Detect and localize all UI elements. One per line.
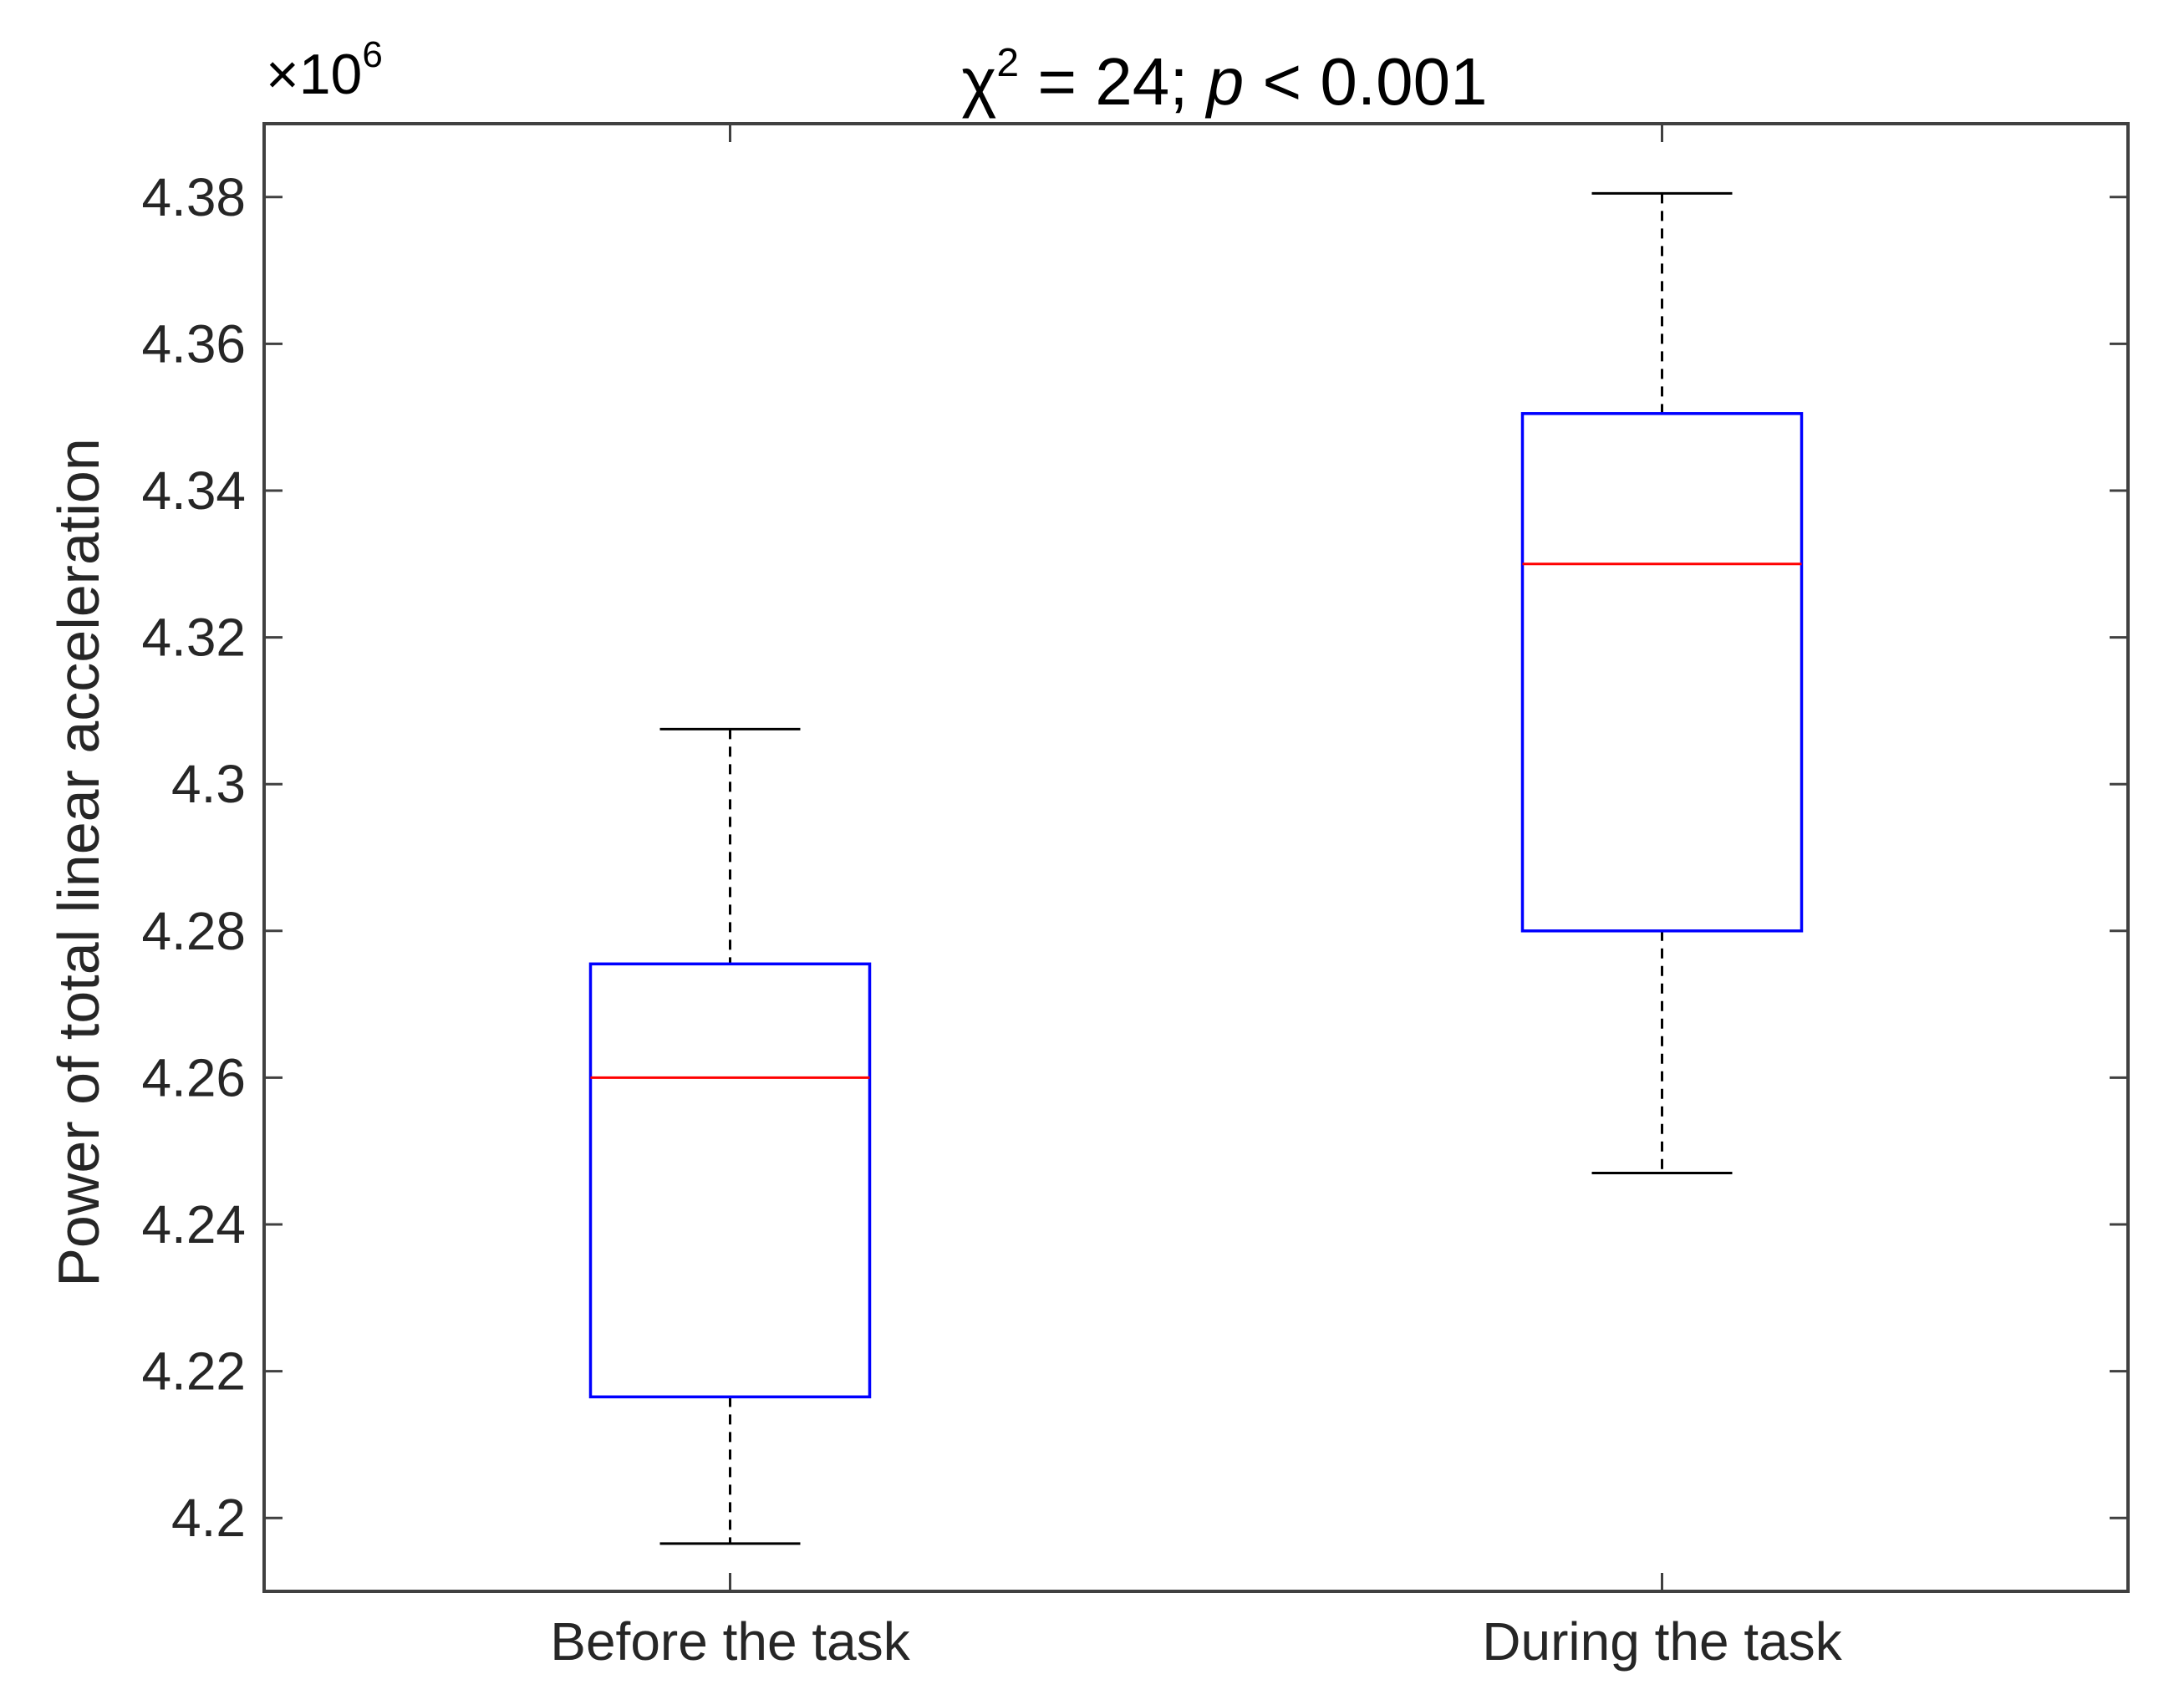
box-rect [588,962,872,1399]
chart-title: χ2 = 24; p < 0.001 [961,41,1487,119]
y-tick-label: 4.34 [141,461,246,521]
title-chi-exponent: 2 [996,41,1019,85]
y-ticks-group: 4.2 4.22 4.24 4.26 4.28 4.3 4.32 4.34 4.36 4.38 [141,167,2128,1548]
y-tick-label: 4.28 [141,901,246,961]
title-equals-text: = 24; [1019,44,1207,119]
title-chi-symbol: χ [961,44,996,119]
x-tick-label: Before the task [550,1611,910,1672]
title-p-symbol: p [1205,44,1245,119]
y-tick-label: 4.24 [141,1194,246,1255]
y-tick-label: 4.3 [171,754,246,814]
y-tick-label: 4.2 [171,1488,246,1548]
y-tick-label: 4.26 [141,1047,246,1107]
title-p-text: < 0.001 [1244,44,1487,119]
y-tick-label: 4.22 [141,1341,246,1402]
box-1 [588,727,872,1545]
x-ticks-group: Before the task During the task [550,124,1843,1672]
y-tick-label: 4.38 [141,167,246,227]
y-multiplier-base: ×10 [266,43,362,106]
y-axis-label: Power of total linear acceleration [46,438,111,1287]
boxes-group [588,191,1804,1545]
y-multiplier-exponent: 6 [362,34,382,75]
box-rect [1520,412,1804,933]
y-tick-label: 4.36 [141,313,246,374]
axes-frame [262,122,2130,1593]
box-2 [1520,191,1804,1175]
y-tick-label: 4.32 [141,608,246,668]
x-tick-label: During the task [1482,1611,1842,1672]
y-axis-multiplier: ×106 [266,34,383,106]
